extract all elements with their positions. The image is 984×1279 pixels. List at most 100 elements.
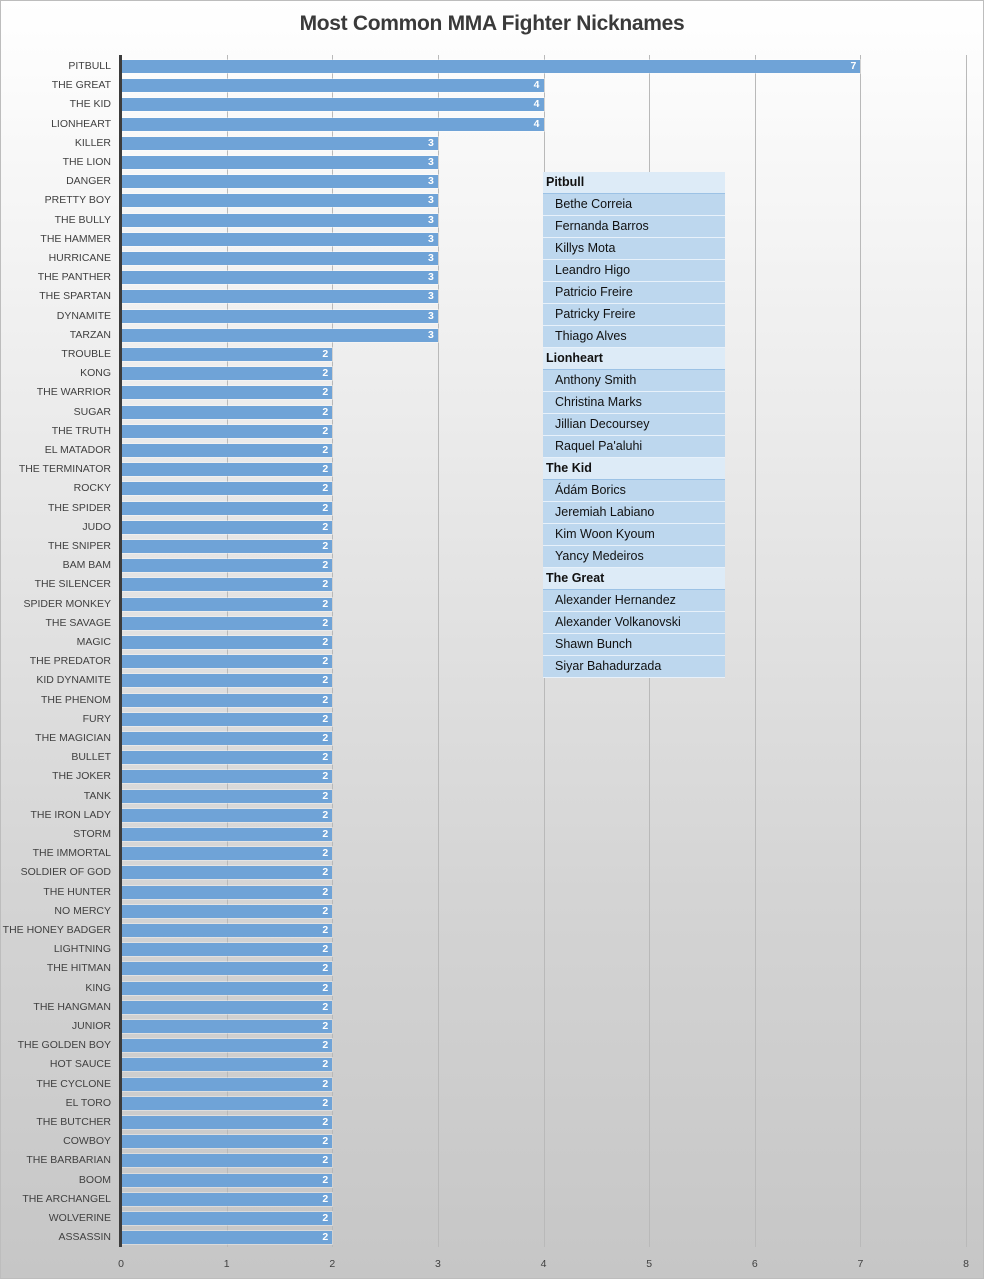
bar-fill: 2 — [121, 847, 333, 861]
category-label: THE SPARTAN — [39, 290, 111, 303]
bar: 2 — [121, 808, 333, 822]
bar-fill: 2 — [121, 386, 333, 400]
table-fighter-name: Alexander Volkanovski — [543, 611, 725, 634]
bar: 2 — [121, 828, 333, 841]
bar-value-label: 2 — [322, 693, 329, 706]
bar: 2 — [121, 732, 333, 745]
table-fighter-name: Shawn Bunch — [543, 633, 725, 656]
table-group-header: Lionheart — [543, 347, 725, 370]
category-label: TROUBLE — [61, 348, 111, 360]
category-label: THE TERMINATOR — [18, 463, 111, 476]
bar-fill: 3 — [121, 213, 438, 227]
x-tick-label: 0 — [118, 1258, 124, 1270]
bar-value-label: 3 — [428, 213, 434, 226]
bar-fill: 2 — [121, 712, 333, 726]
bar-value-label: 2 — [322, 655, 329, 668]
bar-fill: 2 — [121, 828, 333, 841]
bar: 7 — [121, 60, 861, 73]
bar-value-label: 2 — [322, 1116, 329, 1128]
bar: 2 — [121, 597, 333, 611]
bar-fill: 2 — [121, 1135, 333, 1149]
bar: 2 — [121, 540, 333, 553]
table-fighter-name: Raquel Pa'aluhi — [543, 435, 725, 458]
bar: 3 — [121, 290, 438, 304]
bar-value-label: 3 — [428, 175, 434, 188]
category-label: THE GREAT — [51, 79, 111, 92]
bar-value-label: 2 — [322, 808, 329, 821]
bar-fill: 2 — [121, 1116, 333, 1129]
gridline — [226, 55, 228, 1247]
y-axis-line — [119, 55, 122, 1247]
x-tick-label: 5 — [646, 1258, 653, 1270]
category-label: THE HAMMER — [40, 232, 111, 245]
category-label: SPIDER MONKEY — [23, 597, 111, 610]
bar: 2 — [121, 693, 333, 707]
bar: 2 — [121, 636, 333, 649]
bar-fill: 4 — [121, 79, 544, 93]
bar: 3 — [121, 194, 438, 208]
category-label: STORM — [73, 828, 111, 840]
bar: 2 — [121, 386, 333, 400]
bar: 2 — [121, 482, 333, 496]
bar: 2 — [121, 444, 333, 457]
bar-value-label: 2 — [322, 597, 329, 610]
x-tick-label: 7 — [857, 1258, 864, 1270]
bar-value-label: 3 — [428, 290, 434, 303]
bar-value-label: 2 — [322, 367, 329, 380]
bar-value-label: 2 — [322, 885, 329, 898]
bar-fill: 2 — [121, 348, 333, 361]
bar: 3 — [121, 252, 438, 265]
category-label: THE SILENCER — [34, 578, 111, 591]
bar: 2 — [121, 1020, 333, 1033]
category-label: KING — [85, 981, 111, 994]
bar-fill: 2 — [121, 367, 333, 381]
bar-fill: 2 — [121, 904, 333, 918]
bar-value-label: 2 — [322, 732, 329, 744]
bar-fill: 3 — [121, 328, 438, 342]
bar-value-label: 2 — [322, 847, 329, 860]
category-label: THE SNIPER — [47, 540, 111, 552]
bar-value-label: 2 — [322, 1039, 329, 1052]
table-group-header: Pitbull — [543, 172, 725, 194]
bar-fill: 2 — [121, 943, 333, 957]
bar-value-label: 2 — [322, 1212, 329, 1224]
bar-fill: 2 — [121, 444, 333, 457]
bar-value-label: 2 — [322, 828, 329, 840]
bar-value-label: 2 — [322, 866, 329, 879]
bar-value-label: 2 — [322, 482, 329, 495]
bar-value-label: 3 — [428, 328, 434, 341]
bar-fill: 4 — [121, 117, 544, 131]
category-label: JUDO — [82, 520, 111, 533]
category-label: THE SAVAGE — [45, 616, 111, 629]
bar: 2 — [121, 1039, 333, 1053]
bar-fill: 2 — [121, 1077, 333, 1091]
bar-value-label: 2 — [322, 981, 329, 994]
bar-value-label: 2 — [322, 1173, 329, 1186]
category-label: WOLVERINE — [48, 1212, 111, 1224]
category-label: THE PREDATOR — [29, 655, 111, 668]
category-label: TARZAN — [69, 328, 111, 341]
category-label: THE SPIDER — [47, 501, 111, 514]
bar: 2 — [121, 904, 333, 918]
table-fighter-name: Patricio Freire — [543, 281, 725, 304]
bar-value-label: 2 — [322, 463, 329, 476]
bar: 2 — [121, 1212, 333, 1225]
bar-value-label: 2 — [322, 540, 329, 552]
bar-value-label: 2 — [322, 559, 329, 572]
bar: 2 — [121, 367, 333, 381]
table-fighter-name: Kim Woon Kyoum — [543, 523, 725, 546]
bar: 2 — [121, 655, 333, 669]
category-label: PRETTY BOY — [44, 194, 111, 207]
bar-fill: 2 — [121, 463, 333, 477]
bar-value-label: 2 — [322, 405, 329, 418]
bar-fill: 3 — [121, 271, 438, 285]
bar-fill: 2 — [121, 808, 333, 822]
chart-title: Most Common MMA Fighter Nicknames — [299, 12, 685, 35]
table-fighter-name: Fernanda Barros — [543, 215, 725, 238]
bar-fill: 2 — [121, 616, 333, 630]
bar: 2 — [121, 885, 333, 899]
bar: 2 — [121, 1116, 333, 1129]
bar-fill: 4 — [121, 98, 544, 112]
bar: 2 — [121, 962, 333, 976]
bar: 2 — [121, 712, 333, 726]
